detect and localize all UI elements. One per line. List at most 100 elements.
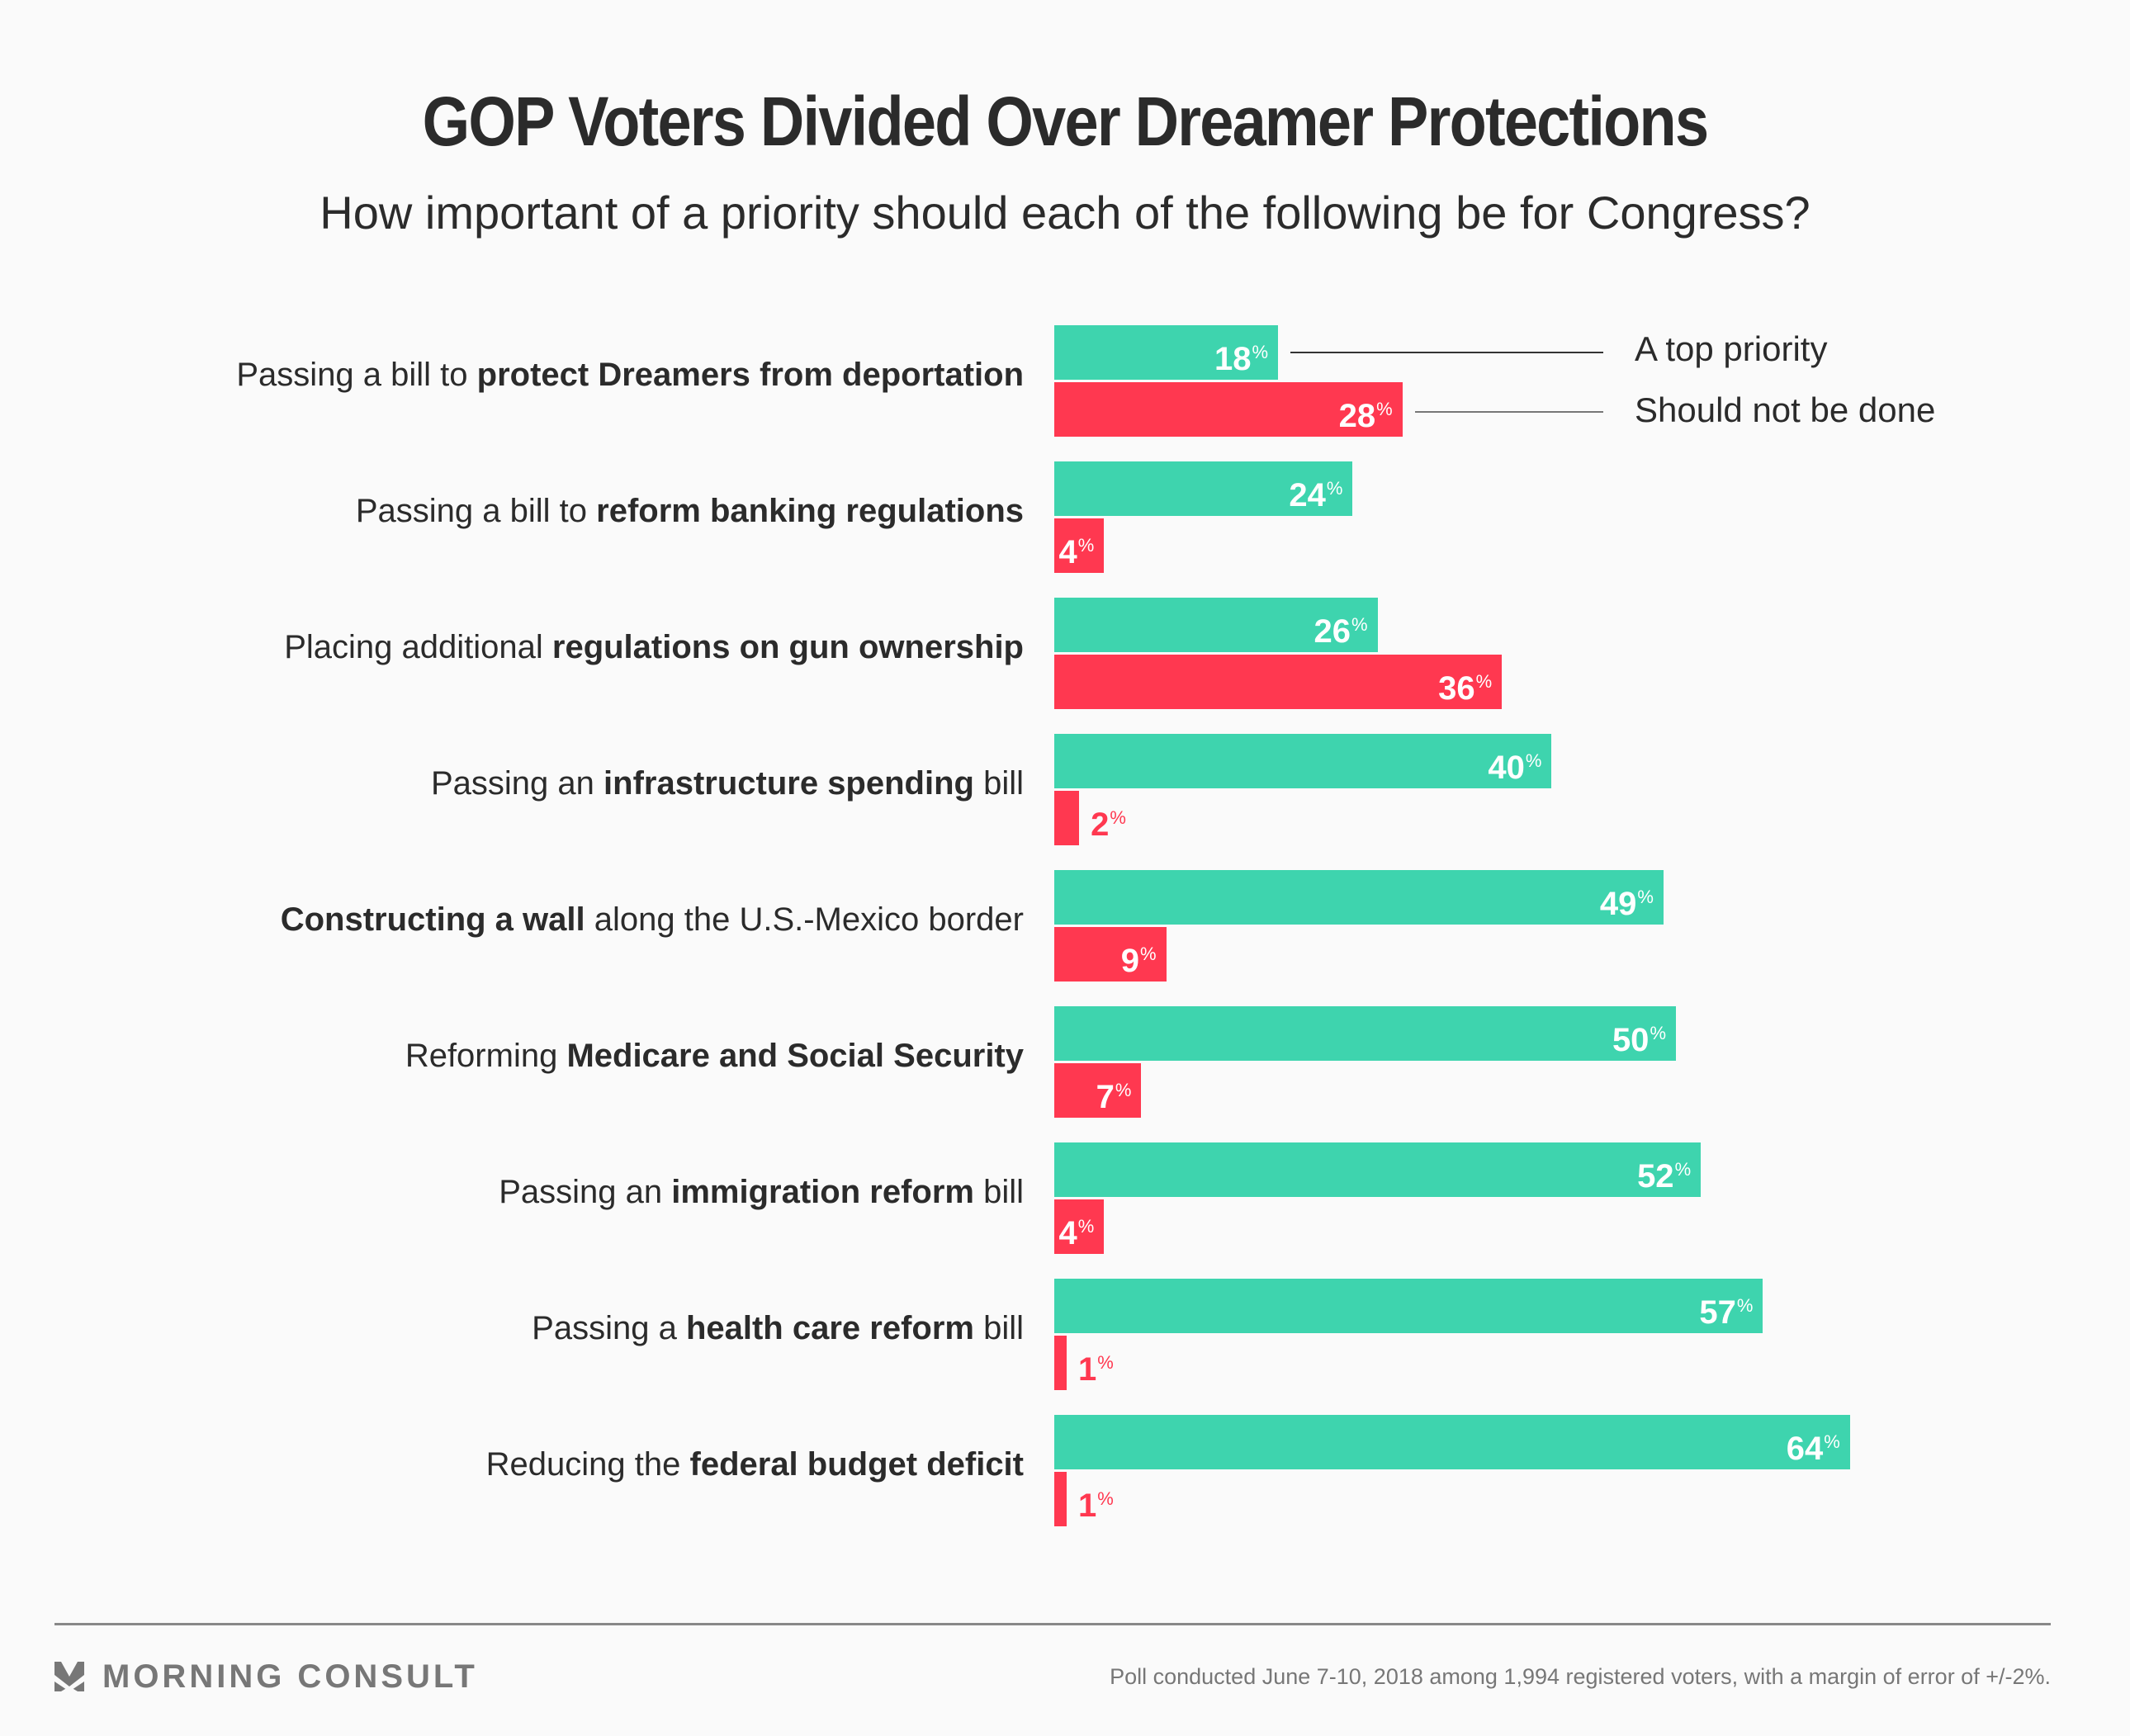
data-label-value: 9 bbox=[1120, 943, 1139, 979]
category-label-pre: Passing a bill to bbox=[355, 493, 597, 529]
legend-should-not-be-done: Should not be done bbox=[1635, 390, 1936, 429]
bar-should-not-be-done bbox=[1054, 927, 1167, 982]
morning-consult-chevron-icon bbox=[54, 1662, 84, 1691]
bar-should-not-be-done bbox=[1054, 1336, 1067, 1390]
chart-title: GOP Voters Divided Over Dreamer Protecti… bbox=[422, 83, 1709, 160]
bar-chart: Passing a bill to protect Dreamers from … bbox=[236, 325, 1850, 1533]
data-label-value: 57 bbox=[1699, 1294, 1736, 1331]
data-label-value: 26 bbox=[1314, 613, 1351, 650]
data-label: 49% bbox=[1600, 870, 1654, 931]
bar-should-not-be-done bbox=[1054, 382, 1403, 437]
category-label: Passing a health care reform bill bbox=[532, 1308, 1024, 1349]
bar-top-priority bbox=[1054, 461, 1353, 516]
category-label: Passing a bill to reform banking regulat… bbox=[356, 490, 1024, 532]
category-label-bold: reform banking regulations bbox=[596, 493, 1024, 529]
data-label-value: 64 bbox=[1786, 1431, 1824, 1467]
category-label-bold: infrastructure spending bbox=[604, 765, 974, 802]
data-label: 2% bbox=[1091, 791, 1126, 852]
data-label-value: 1 bbox=[1078, 1488, 1097, 1524]
bar-top-priority bbox=[1054, 1006, 1676, 1061]
data-label: 50% bbox=[1612, 1006, 1666, 1067]
data-label-value: 18 bbox=[1214, 341, 1252, 377]
bar-top-priority bbox=[1054, 598, 1378, 652]
percent-sign: % bbox=[1351, 614, 1368, 635]
data-label-value: 4 bbox=[1058, 534, 1077, 570]
data-label: 24% bbox=[1289, 461, 1342, 523]
data-label-value: 2 bbox=[1091, 807, 1110, 843]
data-label-value: 24 bbox=[1289, 477, 1326, 513]
data-label: 28% bbox=[1339, 382, 1393, 443]
category-label: Passing an immigration reform bill bbox=[499, 1171, 1024, 1213]
category-label-bold: protect Dreamers from deportation bbox=[476, 357, 1024, 393]
bar-top-priority bbox=[1054, 1142, 1702, 1197]
data-label-value: 28 bbox=[1338, 398, 1376, 434]
category-label: Passing a bill to protect Dreamers from … bbox=[236, 354, 1024, 395]
data-label-value: 1 bbox=[1078, 1351, 1097, 1388]
data-label-value: 40 bbox=[1488, 750, 1525, 786]
data-label: 1% bbox=[1078, 1472, 1114, 1533]
category-label: Reforming Medicare and Social Security bbox=[405, 1035, 1024, 1076]
category-label-post: bill bbox=[973, 1310, 1024, 1346]
category-label-bold: health care reform bbox=[685, 1310, 974, 1346]
footer-divider bbox=[54, 1623, 2051, 1625]
data-label-value: 4 bbox=[1058, 1215, 1077, 1251]
poll-footnote: Poll conducted June 7-10, 2018 among 1,9… bbox=[1110, 1664, 2051, 1689]
percent-sign: % bbox=[1110, 807, 1126, 828]
brand-name: MORNING CONSULT bbox=[102, 1658, 478, 1695]
percent-sign: % bbox=[1097, 1488, 1114, 1509]
legend-top-priority: A top priority bbox=[1635, 329, 1828, 368]
legend-leader-line-top-priority bbox=[1290, 352, 1603, 353]
percent-sign: % bbox=[1252, 342, 1269, 362]
percent-sign: % bbox=[1139, 944, 1157, 964]
percent-sign: % bbox=[1115, 1080, 1132, 1100]
percent-sign: % bbox=[1077, 1216, 1095, 1237]
category-label-post: along the U.S.-Mexico border bbox=[585, 901, 1024, 938]
category-label-bold: federal budget deficit bbox=[689, 1446, 1025, 1483]
category-label-pre: Reforming bbox=[405, 1038, 567, 1074]
category-label-post: bill bbox=[973, 765, 1024, 802]
percent-sign: % bbox=[1650, 1023, 1666, 1043]
data-label: 4% bbox=[1058, 518, 1094, 579]
category-label-pre: Passing an bbox=[430, 765, 604, 802]
data-label: 9% bbox=[1121, 927, 1157, 988]
percent-sign: % bbox=[1326, 478, 1343, 499]
bar-should-not-be-done bbox=[1054, 1063, 1142, 1118]
category-label-bold: Constructing a wall bbox=[280, 901, 585, 938]
bar-top-priority bbox=[1054, 870, 1664, 925]
bar-should-not-be-done bbox=[1054, 518, 1105, 573]
data-label: 18% bbox=[1214, 325, 1268, 386]
percent-sign: % bbox=[1637, 887, 1654, 907]
bar-should-not-be-done bbox=[1054, 1472, 1067, 1526]
data-label: 7% bbox=[1096, 1063, 1132, 1124]
category-label: Reducing the federal budget deficit bbox=[486, 1444, 1024, 1485]
category-label: Constructing a wall along the U.S.-Mexic… bbox=[281, 899, 1024, 940]
data-label: 4% bbox=[1058, 1199, 1094, 1261]
percent-sign: % bbox=[1376, 399, 1393, 419]
category-label-bold: Medicare and Social Security bbox=[566, 1038, 1024, 1074]
percent-sign: % bbox=[1525, 750, 1542, 771]
percent-sign: % bbox=[1736, 1295, 1754, 1316]
category-label: Passing an infrastructure spending bill bbox=[431, 763, 1024, 804]
data-label: 57% bbox=[1699, 1279, 1753, 1340]
data-label-value: 49 bbox=[1599, 886, 1637, 922]
category-label-pre: Passing a bbox=[532, 1310, 686, 1346]
data-label: 52% bbox=[1637, 1142, 1691, 1204]
percent-sign: % bbox=[1077, 535, 1095, 556]
percent-sign: % bbox=[1674, 1159, 1692, 1180]
bar-should-not-be-done bbox=[1054, 655, 1503, 709]
category-label-pre: Passing a bill to bbox=[236, 357, 477, 393]
bar-should-not-be-done bbox=[1054, 1199, 1105, 1254]
legend-leader-line-should-not-be-done bbox=[1415, 411, 1603, 413]
data-label-value: 50 bbox=[1612, 1022, 1650, 1058]
morning-consult-logo: MORNING CONSULT bbox=[54, 1658, 478, 1695]
data-label: 36% bbox=[1438, 655, 1492, 716]
percent-sign: % bbox=[1475, 671, 1493, 692]
percent-sign: % bbox=[1097, 1352, 1114, 1373]
category-label-bold: immigration reform bbox=[671, 1174, 974, 1210]
data-label: 64% bbox=[1787, 1415, 1840, 1476]
bar-top-priority bbox=[1054, 734, 1552, 788]
data-label: 26% bbox=[1314, 598, 1368, 659]
category-label: Placing additional regulations on gun ow… bbox=[284, 627, 1024, 668]
data-label-value: 36 bbox=[1438, 670, 1475, 707]
category-label-pre: Passing an bbox=[499, 1174, 672, 1210]
